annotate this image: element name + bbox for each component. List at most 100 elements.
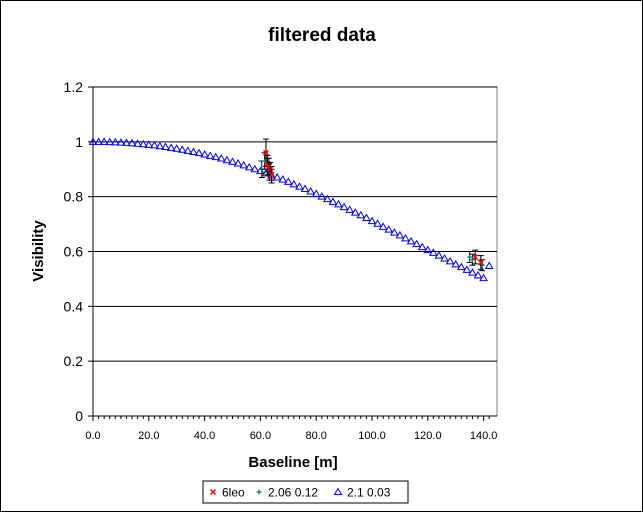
data-point <box>328 197 338 205</box>
x-tick-label: 60.0 <box>250 430 271 442</box>
data-point <box>429 248 438 256</box>
data-point <box>161 142 170 151</box>
data-point <box>378 222 388 230</box>
data-point <box>412 239 422 248</box>
data-point <box>395 230 405 239</box>
data-point <box>172 144 182 152</box>
x-tick-label: 140.0 <box>470 430 498 442</box>
legend-marker-x <box>209 488 217 496</box>
legend-label: 2.06 0.12 <box>268 486 318 500</box>
data-point <box>322 194 332 203</box>
x-tick-label: 40.0 <box>194 430 215 442</box>
data-point <box>268 171 275 178</box>
data-point <box>205 151 215 159</box>
data-point <box>468 268 477 276</box>
data-point <box>445 256 455 265</box>
data-point <box>334 199 343 208</box>
data-point <box>440 254 449 262</box>
data-point <box>99 137 109 145</box>
legend-label: 6leo <box>222 486 245 500</box>
legend: 6leo 2.06 0.12 2.1 0.03 <box>202 480 409 504</box>
data-point <box>484 261 494 270</box>
data-point <box>300 184 310 192</box>
data-point <box>473 270 483 279</box>
data-point <box>467 254 473 260</box>
data-point <box>289 179 299 188</box>
data-point <box>133 139 143 147</box>
legend-box <box>202 480 409 504</box>
data-point <box>417 242 427 251</box>
data-point <box>239 160 249 169</box>
data-point <box>250 164 260 173</box>
data-point <box>469 257 475 263</box>
data-point <box>94 137 103 145</box>
data-point <box>462 265 472 273</box>
data-point <box>479 273 488 282</box>
data-point <box>295 182 304 190</box>
y-tick-label: 0.8 <box>64 189 84 205</box>
data-point <box>222 155 232 164</box>
data-point <box>350 208 360 216</box>
x-tick-label: 120.0 <box>414 430 442 442</box>
data-point <box>278 175 288 183</box>
data-point <box>367 216 377 225</box>
data-point <box>150 140 159 149</box>
y-tick-label: 0.2 <box>64 353 84 369</box>
data-point <box>228 157 237 165</box>
data-point <box>127 138 137 147</box>
data-point <box>166 143 176 151</box>
data-point <box>138 139 148 148</box>
legend-label: 2.1 0.03 <box>347 486 391 500</box>
y-tick-label: 1.2 <box>64 79 84 95</box>
data-point <box>456 262 466 271</box>
data-point <box>122 138 131 146</box>
x-tick-label: 100.0 <box>358 430 386 442</box>
data-point <box>339 202 349 211</box>
data-point <box>451 259 461 268</box>
data-point <box>189 147 198 155</box>
series-x <box>262 138 484 270</box>
legend-items: 6leo 2.06 0.12 2.1 0.03 <box>209 486 391 500</box>
data-point <box>116 138 126 146</box>
x-tick-label: 80.0 <box>305 430 326 442</box>
legend-marker-triangle <box>333 487 343 495</box>
y-tick-labels: 0 0.2 0.4 0.6 0.8 1 1.2 <box>64 79 84 424</box>
data-point <box>373 219 382 227</box>
y-tick-label: 0 <box>75 408 83 424</box>
x-tick-labels: 0.0 20.0 40.0 60.0 80.0 100.0 120.0 140.0 <box>85 430 497 442</box>
data-point <box>233 159 243 167</box>
data-point <box>283 177 293 185</box>
x-tick-label: 20.0 <box>138 430 159 442</box>
y-tick-label: 0.4 <box>64 298 84 314</box>
data-point <box>401 233 410 242</box>
data-point <box>384 225 394 233</box>
y-tick-label: 1 <box>75 134 83 150</box>
legend-marker-plus <box>256 489 262 495</box>
data-point <box>434 251 444 259</box>
data-point <box>362 213 371 222</box>
x-tick-label: 0.0 <box>85 430 100 442</box>
data-point <box>144 140 154 148</box>
data-point <box>345 205 355 213</box>
data-point <box>356 210 366 219</box>
data-point <box>211 152 221 161</box>
data-point <box>423 245 433 254</box>
data-points <box>88 137 494 282</box>
data-point <box>216 154 226 162</box>
data-point <box>194 148 204 157</box>
data-point <box>317 192 327 200</box>
data-point <box>200 149 209 158</box>
data-point <box>244 162 254 171</box>
y-tick-label: 0.6 <box>64 244 84 260</box>
axes <box>88 86 497 421</box>
data-point <box>406 236 416 245</box>
data-point <box>306 186 315 195</box>
data-point <box>262 149 270 156</box>
chart-title: filtered data <box>268 25 376 46</box>
data-point <box>177 145 187 153</box>
data-point <box>88 137 98 145</box>
data-point <box>311 189 321 197</box>
data-point <box>472 253 479 261</box>
